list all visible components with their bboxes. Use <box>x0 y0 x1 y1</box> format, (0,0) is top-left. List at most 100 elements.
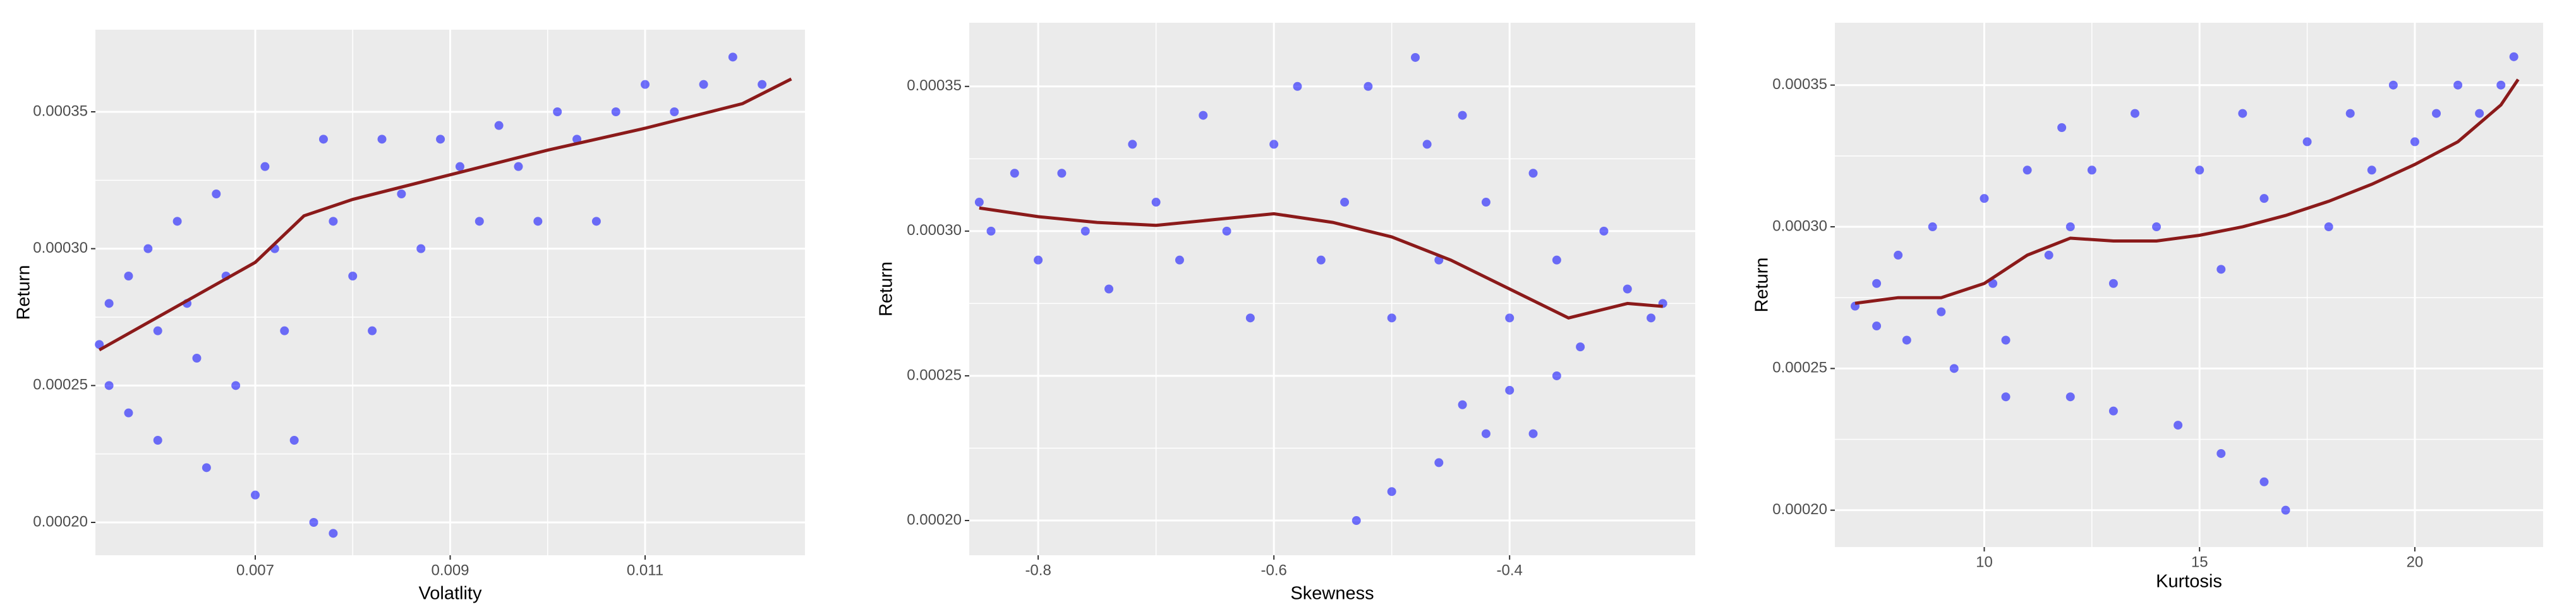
point <box>1010 169 1019 178</box>
point <box>1245 313 1255 323</box>
x-tick-label: 0.011 <box>627 562 663 579</box>
y-tick-label: 0.00030 <box>33 239 88 256</box>
y-tick-label: 0.00035 <box>33 102 88 119</box>
point <box>2044 250 2053 260</box>
point <box>2108 406 2118 416</box>
point <box>1552 371 1561 380</box>
point <box>153 436 162 445</box>
point <box>436 135 445 144</box>
point <box>2388 80 2398 90</box>
x-tick-label: 15 <box>2191 553 2208 570</box>
point <box>1034 255 1043 265</box>
point <box>2453 80 2463 90</box>
point <box>309 518 318 527</box>
point <box>1647 313 1656 323</box>
point <box>986 226 996 236</box>
point <box>104 299 114 308</box>
x-tick-label: 0.009 <box>431 562 469 579</box>
point <box>1872 322 1882 331</box>
point <box>1481 198 1491 207</box>
point <box>2065 392 2075 402</box>
point <box>250 490 260 500</box>
point <box>153 326 162 335</box>
point <box>348 272 358 280</box>
point <box>1928 222 1937 232</box>
point <box>124 408 133 418</box>
point <box>2410 137 2419 147</box>
point <box>641 80 650 89</box>
point <box>728 52 737 62</box>
point <box>1505 313 1515 323</box>
point <box>416 244 426 253</box>
y-tick-label: 0.00025 <box>1772 359 1827 376</box>
point <box>1104 284 1114 294</box>
point <box>2324 222 2333 232</box>
point <box>2152 222 2162 232</box>
point <box>2195 166 2204 175</box>
x-tick-label: -0.6 <box>1261 562 1286 579</box>
point <box>2216 265 2226 274</box>
point <box>572 135 582 144</box>
point <box>231 381 241 390</box>
point <box>1293 81 1302 91</box>
point <box>289 436 299 445</box>
point <box>143 244 153 253</box>
y-tick-label: 0.00020 <box>907 511 962 528</box>
x-tick-label: -0.8 <box>1025 562 1051 579</box>
point <box>2259 477 2269 486</box>
y-tick-label: 0.00025 <box>907 366 962 383</box>
point <box>2431 109 2441 118</box>
point <box>2259 194 2269 203</box>
point <box>280 326 289 335</box>
point <box>553 107 562 116</box>
y-axis-title: Return <box>876 262 897 316</box>
point <box>329 529 338 538</box>
point <box>1175 255 1184 265</box>
point <box>95 340 104 349</box>
point <box>2057 123 2067 132</box>
point <box>2023 166 2032 175</box>
point <box>2496 80 2506 90</box>
point <box>1980 194 1989 203</box>
point <box>1481 429 1491 438</box>
point <box>2238 109 2247 118</box>
point <box>2174 421 2183 430</box>
point <box>2302 137 2312 147</box>
point <box>329 217 338 226</box>
y-axis-title: Return <box>1752 257 1772 312</box>
point <box>758 80 767 89</box>
point <box>1552 255 1561 265</box>
point <box>212 190 221 198</box>
point <box>1316 255 1326 265</box>
x-tick-label: 0.007 <box>236 562 274 579</box>
point <box>1528 429 1538 438</box>
point <box>318 135 328 144</box>
point <box>1458 400 1467 409</box>
point <box>1269 140 1279 149</box>
point <box>2001 392 2011 402</box>
y-tick-label: 0.00025 <box>33 376 88 394</box>
point <box>2367 166 2376 175</box>
point <box>1199 111 1208 120</box>
point <box>1458 111 1467 120</box>
point <box>1949 364 1959 373</box>
point <box>2108 279 2118 288</box>
point <box>1872 279 1882 288</box>
point <box>1222 226 1231 236</box>
x-axis-title: Kurtosis <box>2156 572 2222 592</box>
y-tick-label: 0.00030 <box>907 222 962 239</box>
point <box>192 354 202 363</box>
point <box>1894 250 1903 260</box>
point <box>1623 284 1632 294</box>
point <box>2001 335 2011 345</box>
point <box>1387 487 1396 497</box>
point <box>1351 516 1361 526</box>
point <box>368 326 377 335</box>
point <box>1364 81 1373 91</box>
point <box>2087 166 2096 175</box>
panel: 0.00020 0.00025 0.00030 0.00035 0.007 0.009 0.… <box>14 30 805 604</box>
x-axis-title: Volatlity <box>419 584 482 604</box>
y-axis-title: Return <box>14 265 34 320</box>
point <box>670 107 679 116</box>
point <box>1988 279 1998 288</box>
